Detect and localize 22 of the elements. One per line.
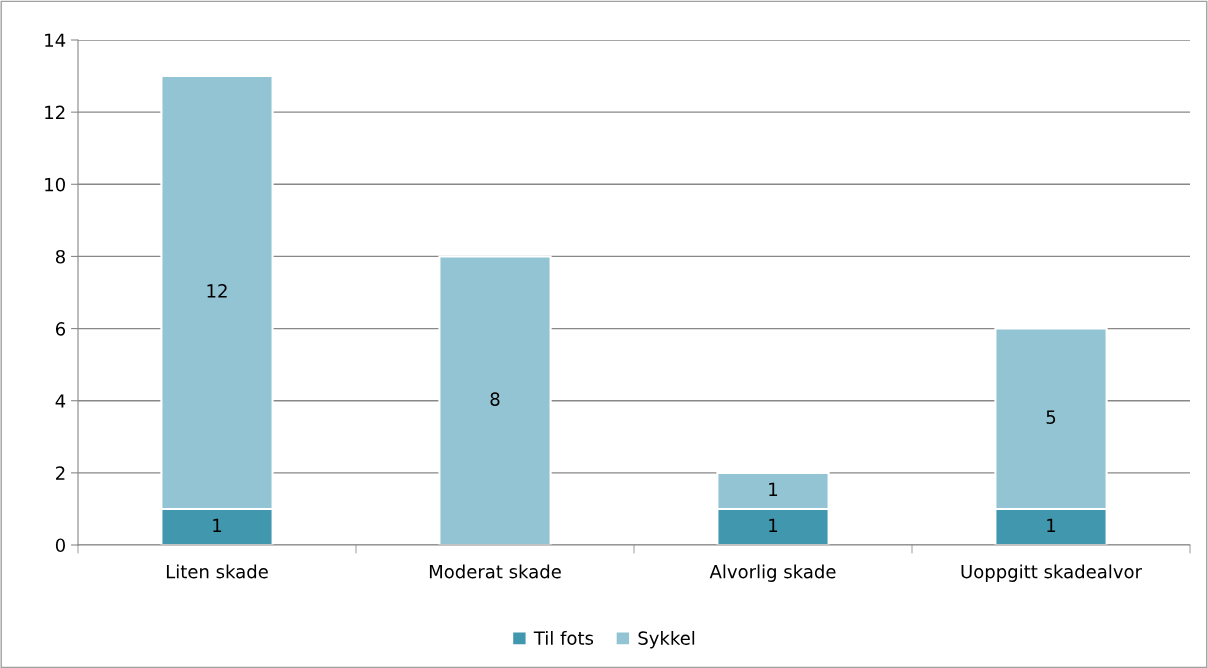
y-tick-label: 8 — [55, 249, 65, 264]
y-tick-label: 6 — [55, 322, 66, 336]
y-tick-label: 10 — [45, 177, 65, 192]
data-label: 1 — [1047, 518, 1056, 532]
data-label: 5 — [1046, 410, 1056, 424]
y-tick-label: 14 — [45, 33, 66, 47]
data-label: 1 — [213, 518, 222, 532]
data-label: 1 — [769, 518, 778, 532]
legend-label: Til fots — [533, 630, 594, 645]
x-tick-label: Liten skade — [166, 564, 268, 579]
x-tick-label: Uoppgitt skadealvor — [961, 564, 1142, 582]
x-tick-label: Alvorlig skade — [709, 564, 836, 582]
y-tick-label: 0 — [55, 538, 65, 553]
legend-label: Sykkel — [638, 630, 695, 649]
bar — [438, 255, 552, 545]
data-label: 1 — [769, 482, 778, 496]
y-tick-label: 12 — [45, 105, 65, 119]
data-label: 12 — [207, 284, 227, 298]
y-tick-label: 4 — [55, 394, 66, 408]
data-label: 8 — [490, 392, 500, 406]
x-tick-label: Moderat skade — [429, 564, 561, 579]
y-tick-label: 2 — [56, 466, 65, 480]
